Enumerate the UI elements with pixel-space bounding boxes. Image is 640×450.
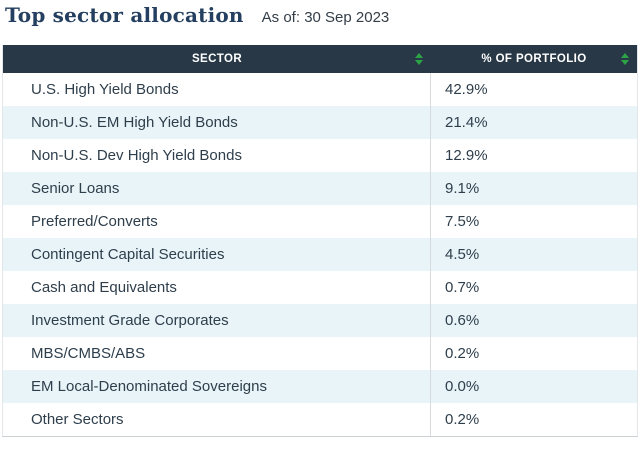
- table-row: Senior Loans 9.1%: [3, 172, 637, 205]
- table-row: Non-U.S. Dev High Yield Bonds 12.9%: [3, 139, 637, 172]
- pct-cell: 9.1%: [445, 180, 480, 197]
- sector-cell: Cash and Equivalents: [3, 271, 431, 304]
- page-title: Top sector allocation: [5, 3, 244, 27]
- sector-cell: U.S. High Yield Bonds: [3, 73, 431, 106]
- table-row: U.S. High Yield Bonds 42.9%: [3, 73, 637, 106]
- table-row: Preferred/Converts 7.5%: [3, 205, 637, 238]
- column-header-pct-label: % OF PORTFOLIO: [481, 53, 587, 65]
- column-header-sector[interactable]: SECTOR: [3, 45, 431, 73]
- sector-cell: Non-U.S. EM High Yield Bonds: [3, 106, 431, 139]
- pct-cell: 0.0%: [445, 378, 480, 395]
- table-row: Investment Grade Corporates 0.6%: [3, 304, 637, 337]
- title-row: Top sector allocation As of: 30 Sep 2023: [0, 0, 640, 29]
- sector-cell: Other Sectors: [3, 403, 431, 436]
- pct-cell: 12.9%: [445, 147, 488, 164]
- column-header-pct[interactable]: % OF PORTFOLIO: [431, 45, 637, 73]
- table-row: Cash and Equivalents 0.7%: [3, 271, 637, 304]
- table-row: Contingent Capital Securities 4.5%: [3, 238, 637, 271]
- table-row: Other Sectors 0.2%: [3, 403, 637, 436]
- sector-cell: Investment Grade Corporates: [3, 304, 431, 337]
- as-of-date: As of: 30 Sep 2023: [261, 9, 390, 26]
- sector-cell: Preferred/Converts: [3, 205, 431, 238]
- table-body: U.S. High Yield Bonds 42.9% Non-U.S. EM …: [3, 73, 637, 436]
- pct-cell: 21.4%: [445, 114, 488, 131]
- sector-cell: MBS/CMBS/ABS: [3, 337, 431, 370]
- pct-cell: 0.2%: [445, 345, 480, 362]
- pct-cell: 0.6%: [445, 312, 480, 329]
- sort-arrows-icon[interactable]: [415, 53, 423, 65]
- column-header-sector-label: SECTOR: [191, 53, 243, 65]
- pct-cell: 0.2%: [445, 411, 480, 428]
- sector-cell: Contingent Capital Securities: [3, 238, 431, 271]
- pct-cell: 4.5%: [445, 246, 480, 263]
- table-row: EM Local-Denominated Sovereigns 0.0%: [3, 370, 637, 403]
- pct-cell: 42.9%: [445, 81, 488, 98]
- pct-cell: 7.5%: [445, 213, 480, 230]
- sector-allocation-table: SECTOR % OF PORTFOLIO U.S. High Yield Bo…: [2, 45, 638, 437]
- sector-cell: Non-U.S. Dev High Yield Bonds: [3, 139, 431, 172]
- table-header: SECTOR % OF PORTFOLIO: [3, 45, 637, 73]
- table-row: Non-U.S. EM High Yield Bonds 21.4%: [3, 106, 637, 139]
- sector-cell: EM Local-Denominated Sovereigns: [3, 370, 431, 403]
- pct-cell: 0.7%: [445, 279, 480, 296]
- sort-arrows-icon[interactable]: [621, 53, 629, 65]
- table-row: MBS/CMBS/ABS 0.2%: [3, 337, 637, 370]
- sector-cell: Senior Loans: [3, 172, 431, 205]
